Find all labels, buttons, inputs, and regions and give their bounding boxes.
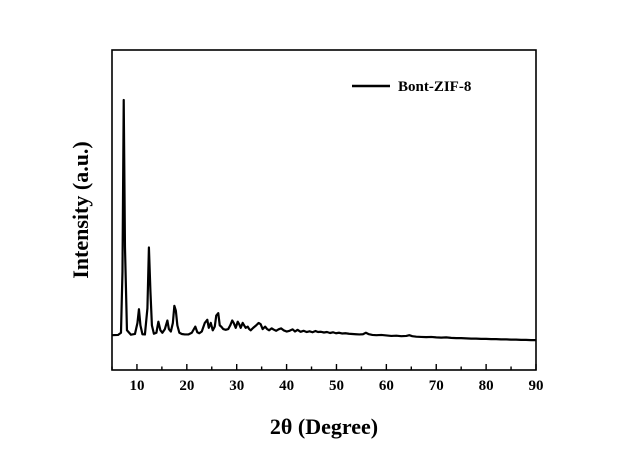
x-axis-tick-labels: 10 20 30 40 50 60 70 80 90	[129, 378, 543, 394]
y-axis-title: Intensity (a.u.)	[68, 141, 93, 279]
legend: Bont-ZIF-8	[352, 79, 471, 95]
series-line-bont-zif-8	[111, 98, 536, 342]
x-tick-label: 40	[279, 378, 294, 394]
x-axis-title: 2θ (Degree)	[270, 414, 378, 439]
x-tick-label: 20	[179, 378, 194, 394]
x-tick-label: 60	[379, 378, 394, 394]
x-tick-label: 10	[129, 378, 144, 394]
x-axis-ticks	[111, 364, 537, 370]
plot-frame	[111, 49, 537, 371]
x-tick-label: 80	[479, 378, 494, 394]
x-tick-label: 50	[329, 378, 344, 394]
x-tick-label: 90	[529, 378, 544, 394]
x-tick-label: 30	[229, 378, 244, 394]
x-tick-label: 70	[429, 378, 444, 394]
legend-label: Bont-ZIF-8	[398, 79, 471, 95]
